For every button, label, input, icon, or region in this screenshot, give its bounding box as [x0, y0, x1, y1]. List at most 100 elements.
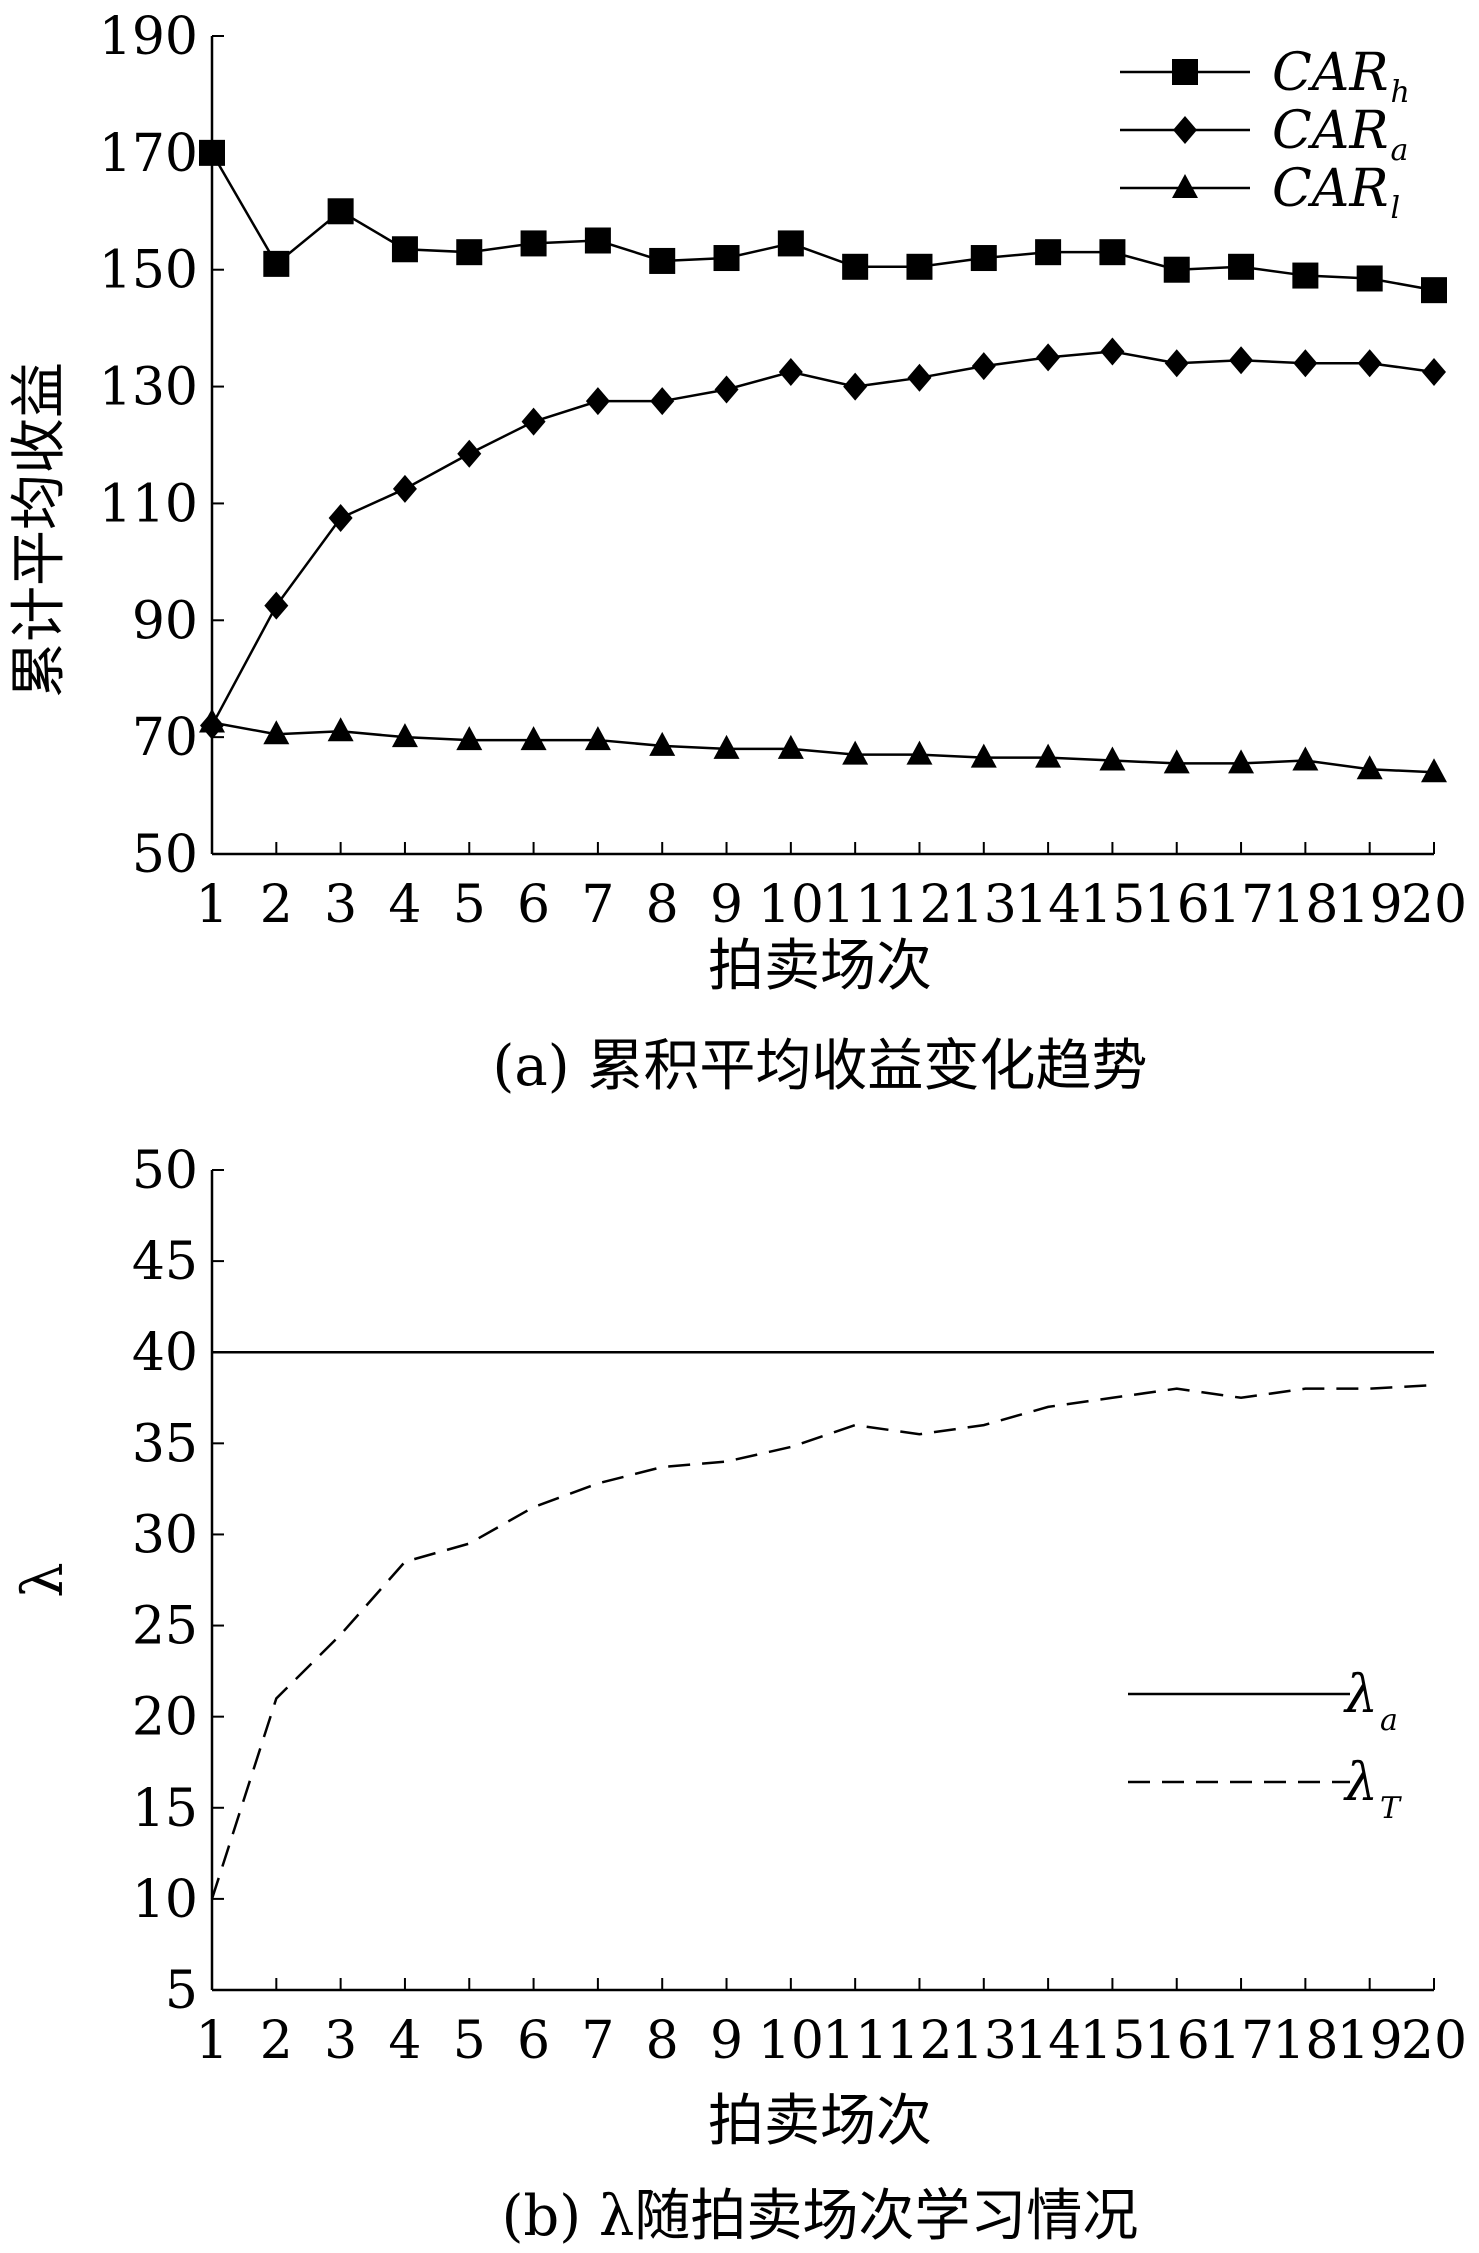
- x-tick-label: 15: [1079, 875, 1145, 935]
- data-point-l: [649, 731, 676, 756]
- y-tick-label: 10: [132, 1870, 198, 1930]
- data-point-l: [777, 734, 804, 759]
- data-point-l: [1163, 749, 1190, 774]
- data-point-h: [1163, 256, 1190, 283]
- y-tick-label: 20: [132, 1688, 198, 1748]
- x-tick-label: 20: [1401, 2011, 1467, 2071]
- x-tick-label: 17: [1208, 875, 1274, 935]
- data-point-h: [1421, 277, 1447, 304]
- x-tick-label: 19: [1337, 2011, 1403, 2071]
- y-tick-label: 35: [132, 1414, 198, 1474]
- x-tick-label: 5: [453, 875, 486, 935]
- data-point-h: [713, 245, 740, 272]
- data-point-l: [520, 726, 547, 751]
- x-tick-label: 11: [822, 875, 888, 935]
- data-point-l: [970, 743, 997, 768]
- legend-marker-a: [1173, 116, 1197, 144]
- data-point-l: [842, 740, 869, 765]
- data-point-h: [1099, 239, 1126, 266]
- data-point-l: [906, 740, 933, 765]
- data-point-h: [970, 245, 997, 272]
- legend-label-T: λ: [1343, 1753, 1378, 1813]
- x-tick-label: 19: [1337, 875, 1403, 935]
- data-point-a: [457, 439, 482, 468]
- legend-marker-l: [1172, 174, 1198, 198]
- legend-label-h: CAR: [1272, 43, 1389, 103]
- x-tick-label: 7: [581, 875, 614, 935]
- legend-subscript-T: T: [1380, 1791, 1402, 1826]
- series-line-a: [210, 350, 1435, 727]
- data-point-a: [714, 375, 739, 404]
- x-tick-label: 12: [886, 875, 952, 935]
- x-tick-label: 20: [1401, 875, 1467, 935]
- x-tick-label: 14: [1015, 2011, 1081, 2071]
- x-tick-label: 18: [1272, 2011, 1338, 2071]
- data-point-a: [264, 591, 289, 620]
- data-point-h: [456, 239, 483, 266]
- data-point-h: [584, 227, 611, 254]
- x-tick-label: 17: [1208, 2011, 1274, 2071]
- x-tick-label: 9: [710, 2011, 743, 2071]
- data-point-h: [842, 253, 869, 280]
- x-tick-label: 16: [1144, 2011, 1210, 2071]
- legend-subscript-a: a: [1391, 133, 1409, 168]
- x-tick-label: 10: [758, 875, 824, 935]
- data-point-a: [971, 352, 996, 381]
- y-tick-label: 70: [132, 708, 198, 768]
- x-tick-label: 9: [710, 875, 743, 935]
- x-tick-label: 18: [1272, 875, 1338, 935]
- x-tick-label: 5: [453, 2011, 486, 2071]
- data-point-a: [1100, 337, 1125, 366]
- chart-b-caption: (b) λ随拍卖场次学习情况: [502, 2184, 1139, 2248]
- data-point-l: [391, 723, 418, 748]
- data-point-a: [585, 387, 610, 416]
- data-point-h: [1228, 253, 1255, 280]
- data-point-l: [1228, 749, 1255, 774]
- data-point-l: [1292, 746, 1319, 771]
- data-point-a: [650, 387, 675, 416]
- x-tick-label: 12: [886, 2011, 952, 2071]
- data-point-a: [778, 357, 803, 386]
- data-point-h: [649, 247, 676, 274]
- x-tick-label: 13: [951, 875, 1017, 935]
- y-tick-label: 170: [99, 124, 198, 184]
- legend-label-a: λ: [1343, 1665, 1378, 1725]
- y-tick-label: 25: [132, 1597, 198, 1657]
- data-point-l: [1356, 755, 1383, 780]
- x-tick-label: 2: [260, 875, 293, 935]
- y-tick-label: 5: [165, 1961, 198, 2021]
- x-tick-label: 13: [951, 2011, 1017, 2071]
- y-tick-label: 90: [132, 591, 198, 651]
- series-line-l: [211, 721, 1435, 774]
- x-tick-label: 15: [1079, 2011, 1145, 2071]
- x-tick-label: 3: [324, 2011, 357, 2071]
- y-tick-label: 30: [132, 1505, 198, 1565]
- data-point-a: [907, 363, 932, 392]
- data-point-a: [1422, 357, 1446, 386]
- data-point-h: [520, 230, 547, 257]
- data-point-a: [521, 407, 546, 436]
- x-tick-label: 11: [822, 2011, 888, 2071]
- legend-subscript-a: a: [1380, 1703, 1398, 1738]
- data-point-h: [1292, 262, 1319, 289]
- x-tick-label: 6: [517, 2011, 550, 2071]
- data-point-h: [1356, 265, 1383, 292]
- data-point-l: [713, 734, 740, 759]
- legend-label-a: CAR: [1272, 101, 1389, 161]
- y-tick-label: 40: [132, 1323, 198, 1383]
- x-tick-label: 7: [581, 2011, 614, 2071]
- data-point-h: [777, 230, 804, 257]
- y-tick-label: 45: [132, 1232, 198, 1292]
- y-tick-label: 50: [132, 1141, 198, 1201]
- x-tick-label: 16: [1144, 875, 1210, 935]
- x-tick-label: 8: [646, 2011, 679, 2071]
- series-line-T: [210, 1383, 1435, 1900]
- x-tick-label: 1: [195, 875, 228, 935]
- data-point-a: [392, 474, 417, 503]
- y-tick-label: 50: [132, 825, 198, 885]
- y-tick-label: 150: [99, 241, 198, 301]
